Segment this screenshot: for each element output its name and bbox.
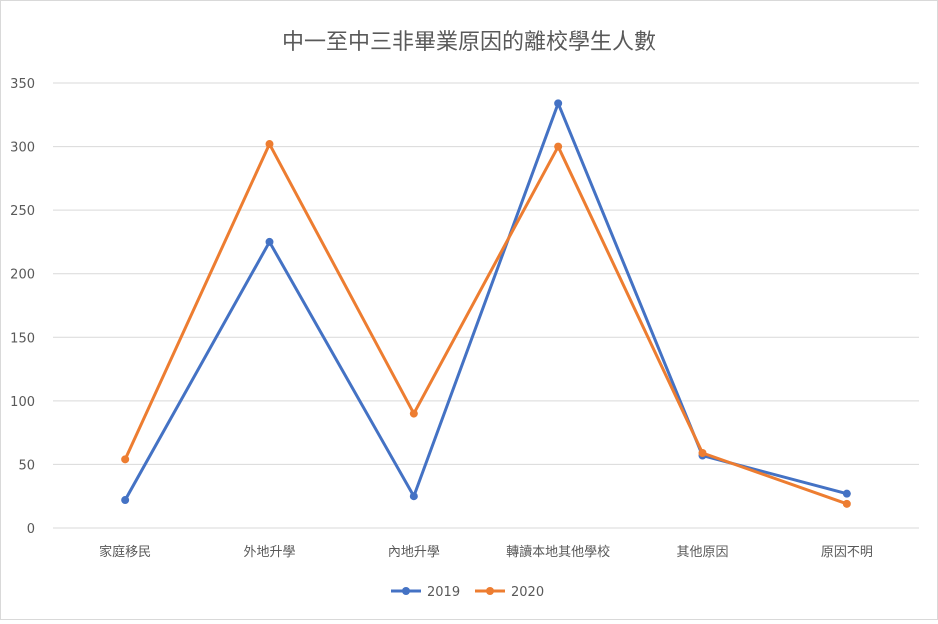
data-point	[121, 496, 130, 505]
gridlines	[53, 82, 919, 529]
y-tick-label: 50	[18, 458, 35, 473]
legend-swatch-marker	[486, 587, 494, 595]
y-tick-label: 100	[10, 395, 35, 410]
y-axis-ticks: 0 50 100 150 200 250 300 350	[10, 77, 35, 537]
series-2020	[121, 140, 851, 508]
series-2019	[121, 99, 851, 505]
y-tick-label: 150	[10, 331, 35, 346]
data-point	[842, 489, 851, 498]
x-category-label: 內地升學	[388, 545, 440, 560]
x-axis-categories: 家庭移民 外地升學 內地升學 轉讀本地其他學校 其他原因 原因不明	[99, 544, 873, 560]
x-category-label: 原因不明	[821, 545, 873, 560]
x-category-label: 家庭移民	[99, 544, 151, 560]
y-tick-label: 300	[10, 141, 35, 156]
data-point	[409, 492, 418, 501]
legend-label: 2020	[511, 585, 544, 600]
series-line-2020	[123, 142, 849, 506]
data-point	[121, 455, 130, 464]
data-point	[554, 142, 563, 151]
x-category-label: 轉讀本地其他學校	[506, 544, 610, 560]
x-category-label: 其他原因	[676, 545, 728, 560]
x-category-label: 外地升學	[243, 545, 295, 560]
data-point	[409, 409, 418, 418]
data-point	[265, 237, 274, 246]
y-tick-label: 0	[27, 522, 35, 537]
y-tick-label: 200	[10, 268, 35, 283]
data-point	[698, 448, 707, 457]
data-point	[554, 99, 563, 108]
data-point	[265, 140, 274, 149]
data-point	[842, 499, 851, 508]
legend-item-2020: 2020	[475, 585, 544, 600]
legend-item-2019: 2019	[391, 585, 460, 600]
legend-label: 2019	[427, 585, 460, 600]
y-tick-label: 350	[10, 77, 35, 92]
series-line-2019	[123, 101, 849, 502]
legend-swatch-marker	[402, 587, 410, 595]
series-lines	[121, 99, 851, 508]
y-tick-label: 250	[10, 204, 35, 219]
legend: 2019 2020	[391, 585, 544, 600]
chart-title: 中一至中三非畢業原因的離校學生人數	[282, 30, 656, 55]
